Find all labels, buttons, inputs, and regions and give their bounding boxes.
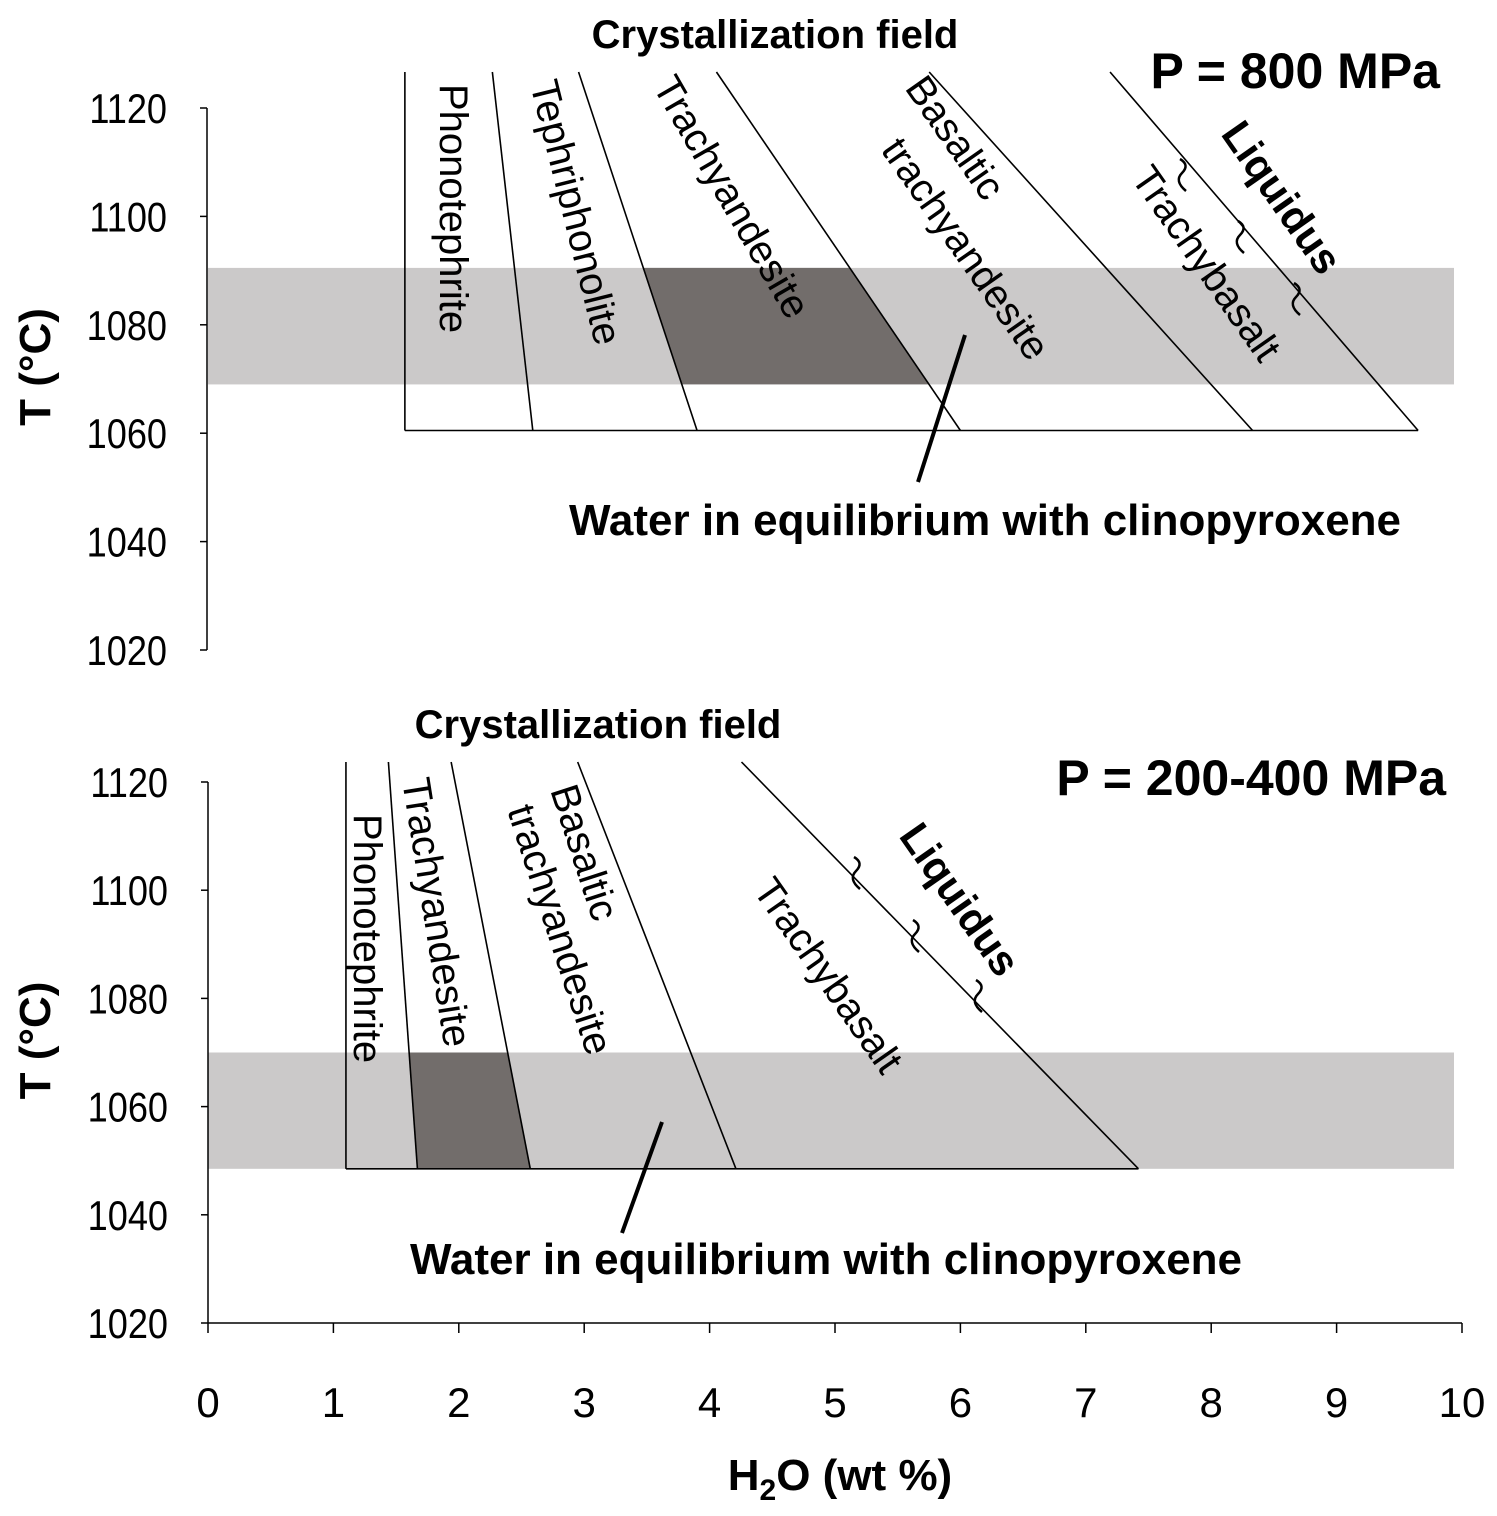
field-boundary-line xyxy=(491,71,534,431)
field-boundary-line xyxy=(576,761,737,1170)
panel-title: Crystallization field xyxy=(415,703,782,747)
temperature-band xyxy=(208,1052,1454,1169)
x-tick-label: 1 xyxy=(322,1379,345,1426)
y-tick-label: 1080 xyxy=(87,303,167,349)
pressure-label: P = 200-400 MPa xyxy=(1056,750,1447,806)
annotation-label: Water in equilibrium with clinopyroxene xyxy=(410,1235,1242,1284)
y-tick-label: 1020 xyxy=(87,629,167,675)
y-tick-label: 1060 xyxy=(88,1085,168,1131)
field-boundary-line xyxy=(715,71,962,431)
field-boundary-line xyxy=(387,761,419,1169)
y-tick-label: 1040 xyxy=(87,520,167,566)
x-tick-label: 0 xyxy=(196,1379,219,1426)
field-boundary-line xyxy=(577,71,698,431)
x-tick-label: 4 xyxy=(698,1379,721,1426)
annotation-label: Water in equilibrium with clinopyroxene xyxy=(569,496,1401,545)
x-tick-label: 10 xyxy=(1439,1379,1486,1426)
x-tick-label: 9 xyxy=(1325,1379,1348,1426)
annotation-pointer xyxy=(916,334,967,483)
y-tick-label: 1020 xyxy=(88,1302,168,1348)
liquidus-break-mark xyxy=(910,918,920,953)
x-tick-label: 8 xyxy=(1200,1379,1223,1426)
clinopyroxene-water-zone xyxy=(409,1052,531,1169)
y-axis-title: T (°C) xyxy=(11,308,60,426)
annotation-pointer xyxy=(620,1121,664,1234)
field-boundary-line xyxy=(928,71,1254,432)
x-axis-title: H2O (wt %) xyxy=(728,1451,952,1507)
y-tick-label: 1040 xyxy=(88,1193,168,1239)
panel-top: 1020 1040 1060 1080 1100 1120 T (°C) Phonotephr… xyxy=(11,13,1454,675)
liquidus-break-mark xyxy=(1177,157,1187,192)
pressure-label: P = 800 MPa xyxy=(1150,43,1441,99)
y-tick-label: 1080 xyxy=(88,977,168,1023)
liquidus-label: Liquidus xyxy=(891,814,1030,984)
liquidus-break-mark xyxy=(1235,219,1245,254)
y-tick-label: 1120 xyxy=(90,761,168,807)
panel-title: Crystallization field xyxy=(592,13,959,57)
field-boundary-line xyxy=(740,761,1140,1170)
x-tick-label: 5 xyxy=(823,1379,846,1426)
liquidus-break-mark xyxy=(973,978,983,1013)
liquidus-label: Liquidus xyxy=(1213,112,1352,282)
liquidus-break-mark xyxy=(1291,281,1301,316)
y-axis-title: T (°C) xyxy=(11,982,60,1100)
panel-bottom: 1020 1040 1060 1080 1100 1120 T (°C) 0 1 2 3 4 5 6 7 8 9… xyxy=(11,703,1485,1426)
y-tick-label: 1120 xyxy=(89,87,167,133)
y-tick-label: 1100 xyxy=(89,195,167,241)
field-label: Phonotephrite xyxy=(345,814,389,1063)
liquidus-break-mark xyxy=(851,855,861,890)
y-tick-label: 1060 xyxy=(87,412,167,458)
x-tick-label: 2 xyxy=(447,1379,470,1426)
x-tick-label: 3 xyxy=(573,1379,596,1426)
field-label: Phonotephrite xyxy=(431,84,475,333)
field-boundary-line xyxy=(1109,71,1419,432)
x-tick-label: 7 xyxy=(1074,1379,1097,1426)
y-tick-label: 1100 xyxy=(90,869,168,915)
field-boundary-line xyxy=(450,761,532,1169)
field-label: Trachybasalt xyxy=(745,870,912,1082)
x-tick-label: 6 xyxy=(949,1379,972,1426)
clinopyroxene-water-zone xyxy=(643,267,930,385)
